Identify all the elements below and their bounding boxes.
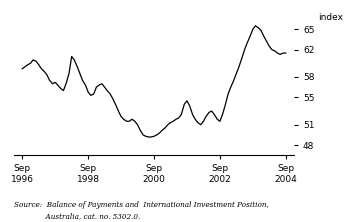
Text: Australia, cat. no. 5302.0.: Australia, cat. no. 5302.0. [14, 212, 140, 220]
Text: Source:  Balance of Payments and  International Investment Position,: Source: Balance of Payments and Internat… [14, 201, 269, 209]
Y-axis label: index: index [318, 13, 343, 22]
